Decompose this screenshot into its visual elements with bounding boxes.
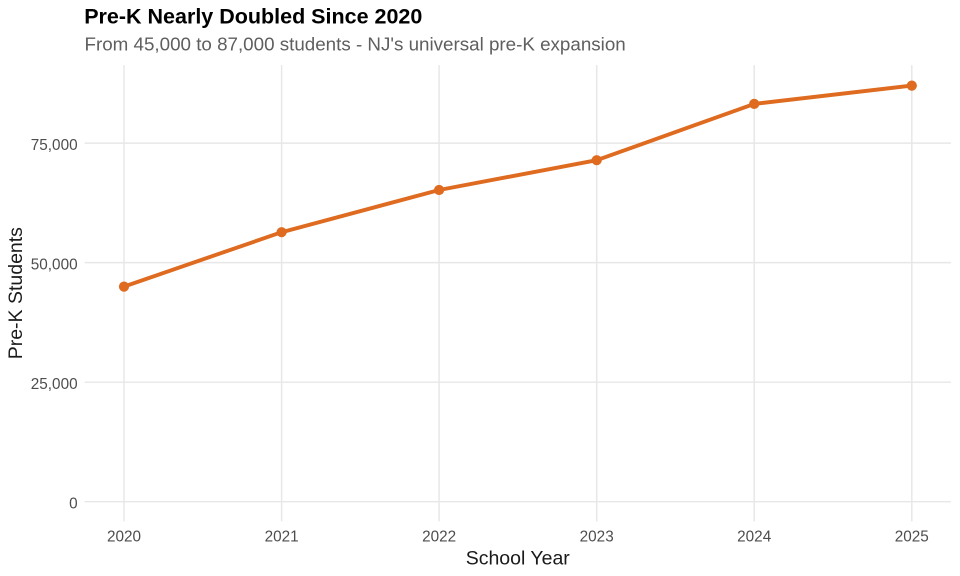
svg-text:25,000: 25,000 — [31, 376, 78, 393]
svg-text:50,000: 50,000 — [31, 257, 78, 274]
svg-text:0: 0 — [69, 496, 78, 513]
svg-text:Pre-K Students: Pre-K Students — [5, 227, 27, 359]
svg-text:2025: 2025 — [895, 529, 929, 546]
svg-text:2021: 2021 — [265, 529, 299, 546]
svg-text:75,000: 75,000 — [31, 137, 78, 154]
svg-text:2024: 2024 — [737, 529, 772, 546]
svg-text:2020: 2020 — [107, 529, 141, 546]
svg-text:School Year: School Year — [466, 547, 571, 569]
svg-text:2023: 2023 — [580, 529, 614, 546]
svg-text:From 45,000 to 87,000 students: From 45,000 to 87,000 students - NJ's un… — [85, 33, 626, 54]
svg-text:2022: 2022 — [422, 529, 456, 546]
svg-text:Pre-K Nearly Doubled Since 202: Pre-K Nearly Doubled Since 2020 — [84, 5, 422, 29]
